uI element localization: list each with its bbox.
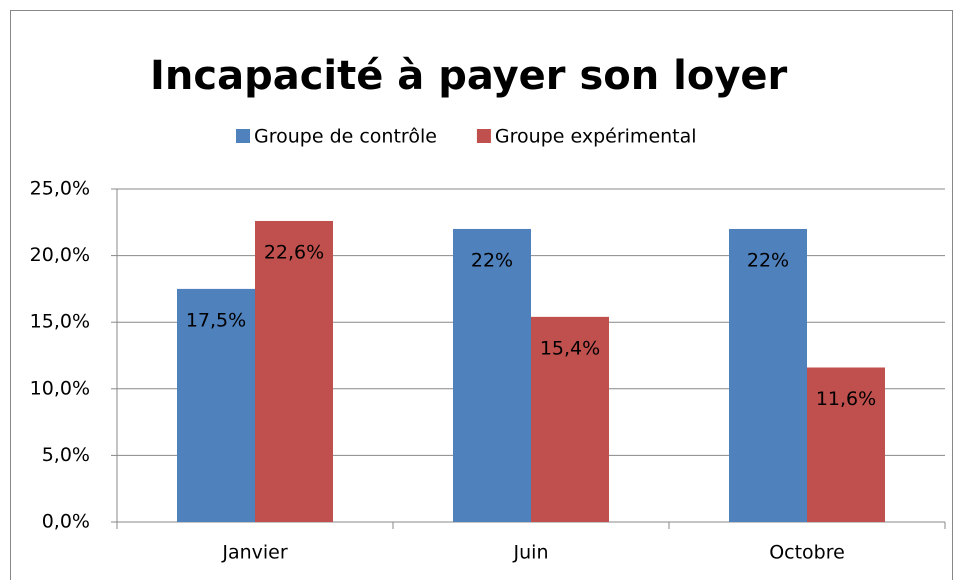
value-label: 22,6% [264, 241, 324, 263]
legend-swatch [236, 129, 250, 143]
y-tick-label: 10,0% [30, 377, 90, 399]
x-tick-label: Janvier [221, 542, 288, 564]
y-tick-label: 0,0% [42, 511, 90, 533]
bar [177, 288, 255, 522]
bar [729, 228, 807, 522]
legend-label: Groupe de contrôle [254, 126, 437, 148]
x-tick-label: Octobre [769, 542, 845, 564]
value-label: 22% [747, 249, 789, 271]
bar [531, 316, 609, 522]
y-tick-label: 25,0% [30, 178, 90, 200]
legend-swatch [476, 129, 491, 143]
y-tick-label: 15,0% [30, 311, 90, 333]
bar [255, 220, 333, 522]
x-tick-label: Juin [513, 542, 549, 564]
value-label: 15,4% [540, 337, 600, 359]
bar [807, 367, 885, 522]
y-tick-label: 5,0% [42, 444, 90, 466]
value-label: 22% [471, 249, 513, 271]
value-label: 17,5% [186, 309, 246, 331]
legend-label: Groupe expérimental [495, 126, 697, 148]
chart-title: Incapacité à payer son loyer [150, 53, 788, 99]
bar [453, 228, 531, 522]
y-tick-label: 20,0% [30, 244, 90, 266]
value-label: 11,6% [816, 388, 876, 410]
